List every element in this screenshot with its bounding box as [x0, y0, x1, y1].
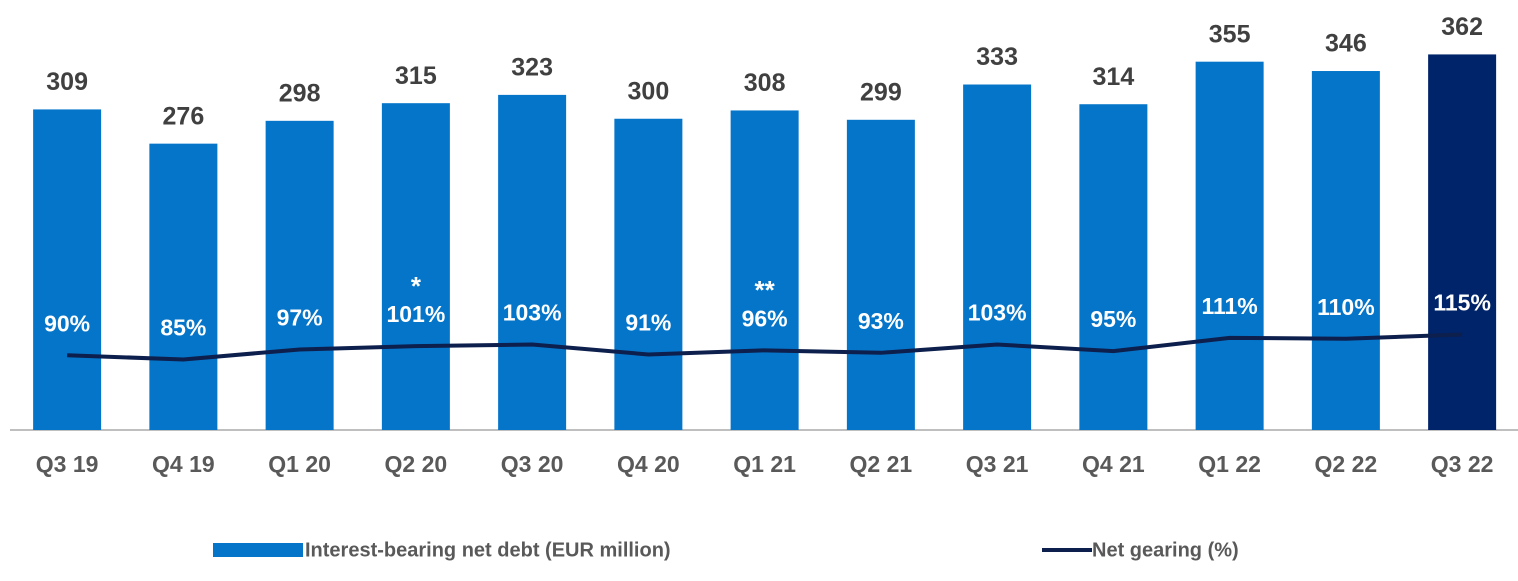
line — [67, 332, 1463, 362]
bar — [149, 143, 218, 430]
bar — [1195, 61, 1264, 430]
line-value-label: 101% — [386, 301, 445, 327]
bar — [265, 120, 334, 430]
line-value-label: 90% — [44, 310, 90, 336]
bar — [498, 94, 567, 430]
bar-value-label: 314 — [1093, 63, 1135, 91]
bar-value-label: 355 — [1209, 20, 1251, 48]
x-tick-label: Q2 21 — [850, 451, 913, 477]
x-tick-label: Q1 21 — [733, 451, 796, 477]
bar-value-label: 276 — [163, 102, 205, 130]
bar-value-label: 298 — [279, 79, 321, 107]
x-tick-label: Q4 21 — [1082, 451, 1145, 477]
x-tick-label: Q3 22 — [1431, 451, 1494, 477]
annotation: * — [411, 271, 422, 301]
x-tick-label: Q1 22 — [1198, 451, 1261, 477]
line-value-label: 96% — [742, 305, 788, 331]
line-value-label: 97% — [277, 305, 323, 331]
x-tick-label: Q2 22 — [1315, 451, 1378, 477]
bar — [614, 118, 683, 430]
bar — [1311, 71, 1380, 431]
line-value-label: 110% — [1317, 294, 1375, 320]
line-value-label: 93% — [858, 308, 904, 334]
bar — [1428, 54, 1497, 431]
bar — [33, 109, 102, 430]
line-value-label: 95% — [1090, 306, 1136, 332]
bar — [381, 103, 450, 430]
legend-swatch — [213, 543, 303, 557]
line-value-label: 85% — [160, 315, 206, 341]
bar — [963, 84, 1032, 430]
x-tick-label: Q3 21 — [966, 451, 1029, 477]
legend-label: Net gearing (%) — [1092, 539, 1239, 561]
bar-value-label: 346 — [1325, 30, 1367, 58]
bar-value-label: 308 — [744, 69, 786, 97]
x-tick-label: Q3 19 — [36, 451, 99, 477]
x-tick-label: Q2 20 — [385, 451, 448, 477]
bar — [730, 110, 799, 430]
bar-value-label: 299 — [860, 78, 902, 106]
bar-value-label: 315 — [395, 62, 437, 90]
bar-value-label: 309 — [46, 68, 88, 96]
bar — [846, 119, 915, 430]
x-tick-label: Q4 20 — [617, 451, 680, 477]
bar-value-label: 300 — [628, 77, 670, 105]
line-value-label: 115% — [1433, 290, 1491, 316]
line-value-label: 111% — [1201, 293, 1257, 319]
bar-value-label: 362 — [1441, 13, 1483, 41]
line-value-label: 91% — [625, 310, 671, 336]
line-value-label: 103% — [968, 300, 1027, 326]
bar-value-label: 333 — [976, 43, 1018, 71]
bar-value-label: 323 — [511, 53, 553, 81]
x-tick-label: Q3 20 — [501, 451, 564, 477]
line-value-label: 103% — [503, 300, 562, 326]
bar — [1079, 104, 1148, 430]
x-tick-label: Q4 19 — [152, 451, 215, 477]
annotation: ** — [755, 275, 776, 305]
x-tick-label: Q1 20 — [268, 451, 331, 477]
legend-label: Interest-bearing net debt (EUR million) — [305, 539, 671, 561]
